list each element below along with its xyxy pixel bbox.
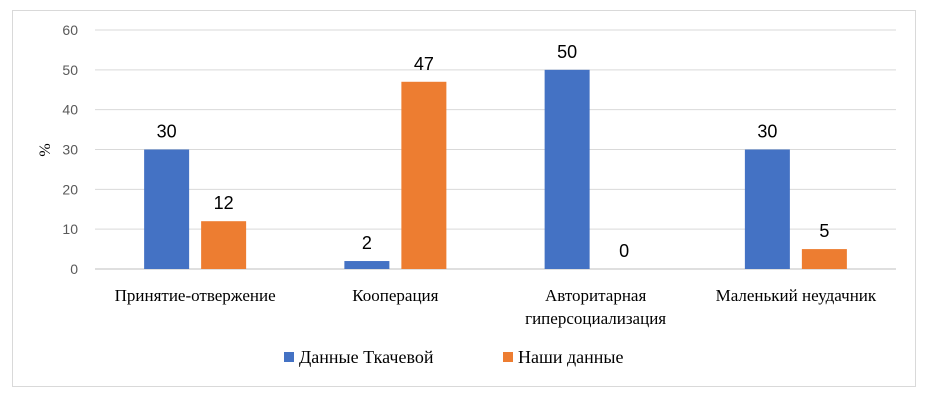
data-label: 2 (362, 233, 372, 253)
bar (144, 149, 190, 269)
legend-label: Данные Ткачевой (299, 347, 434, 367)
data-label: 0 (619, 241, 629, 261)
bar (544, 69, 590, 269)
legend: Данные Ткачевой Наши данные (284, 347, 623, 367)
category-label: Принятие-отвержение (115, 286, 276, 305)
category-label: Кооперация (352, 286, 438, 305)
bar (344, 261, 390, 269)
data-label: 5 (819, 221, 829, 241)
bar (401, 81, 447, 270)
data-labels: 30 12 2 47 50 0 30 5 (157, 42, 830, 261)
data-label: 30 (757, 122, 777, 142)
data-label: 12 (214, 193, 234, 213)
legend-swatch (503, 352, 513, 362)
category-labels: Принятие-отвержение Кооперация Авторитарна… (115, 286, 877, 328)
y-tick-label: 20 (62, 181, 78, 197)
bar (801, 249, 847, 269)
y-tick-label: 60 (62, 22, 78, 38)
y-tick-label: 30 (62, 142, 78, 158)
legend-swatch (284, 352, 294, 362)
data-label: 30 (157, 122, 177, 142)
y-tick-label: 10 (62, 221, 78, 237)
data-label: 47 (414, 54, 434, 74)
legend-label: Наши данные (518, 347, 623, 367)
y-axis-label: % (37, 143, 54, 156)
category-label: Маленький неудачник (716, 286, 877, 305)
category-label: Авторитарная гиперсоциализация (525, 286, 666, 328)
y-tick-label: 40 (62, 102, 78, 118)
y-tick-label: 50 (62, 62, 78, 78)
data-label: 50 (557, 42, 577, 62)
bars (144, 69, 847, 270)
bar (201, 221, 247, 269)
y-tick-labels: 0 10 20 30 40 50 60 (62, 22, 78, 277)
bar (744, 149, 790, 269)
y-tick-label: 0 (70, 261, 78, 277)
